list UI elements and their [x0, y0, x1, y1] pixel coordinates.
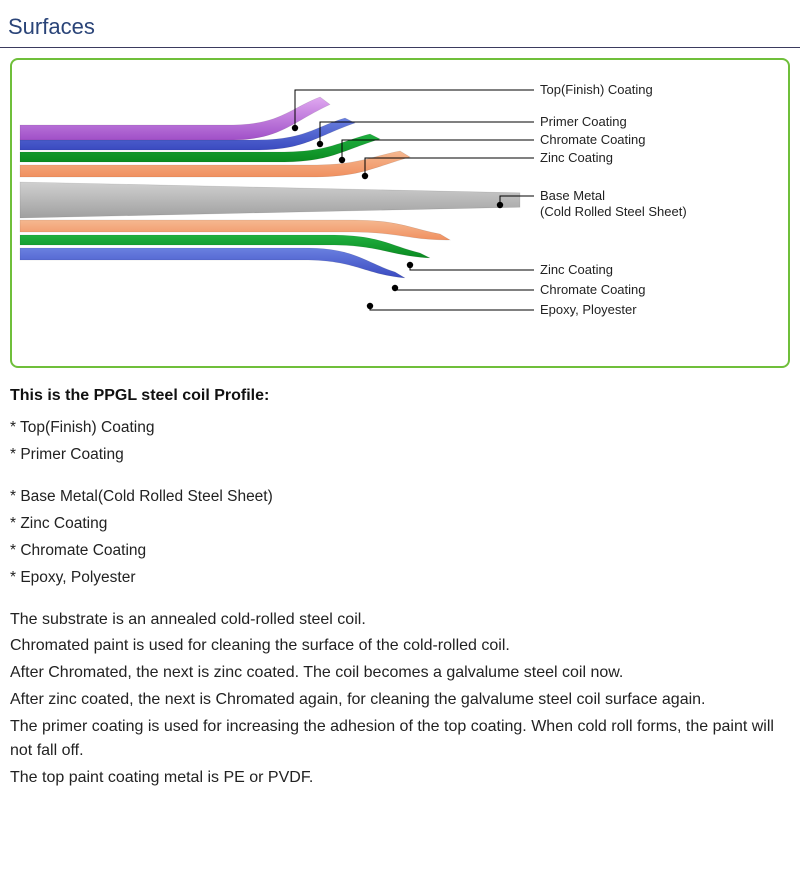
- layer-label: Epoxy, Ployester: [540, 302, 637, 317]
- leader-line: [370, 306, 534, 310]
- leader-line: [410, 265, 534, 270]
- description-line: Chromated paint is used for cleaning the…: [10, 634, 790, 659]
- layer-label: Zinc Coating: [540, 150, 613, 165]
- profile-item: * Base Metal(Cold Rolled Steel Sheet): [10, 485, 790, 508]
- layers-diagram: Top(Finish) Coating Primer Coating Chromat…: [16, 70, 784, 360]
- layer-epoxy-bot: [20, 248, 405, 278]
- description-line: The substrate is an annealed cold-rolled…: [10, 608, 790, 633]
- description-line: After zinc coated, the next is Chromated…: [10, 688, 790, 713]
- section-title: Surfaces: [0, 0, 800, 47]
- description-line: The primer coating is used for increasin…: [10, 715, 790, 765]
- layers-diagram-frame: Top(Finish) Coating Primer Coating Chromat…: [10, 58, 790, 368]
- description-line: The top paint coating metal is PE or PVD…: [10, 766, 790, 791]
- profile-item: * Epoxy, Polyester: [10, 566, 790, 589]
- profile-heading: This is the PPGL steel coil Profile:: [10, 384, 790, 408]
- layer-label: Primer Coating: [540, 114, 627, 129]
- layer-label: Top(Finish) Coating: [540, 82, 653, 97]
- layer-label: Base Metal: [540, 188, 605, 203]
- layer-label: Chromate Coating: [540, 282, 646, 297]
- leader-line: [342, 140, 534, 160]
- section-rule: [0, 47, 800, 48]
- layer-base-metal: [20, 182, 520, 218]
- layer-label: Chromate Coating: [540, 132, 646, 147]
- profile-item: * Chromate Coating: [10, 539, 790, 562]
- layer-top-finish-top: [20, 97, 330, 140]
- profile-list: * Top(Finish) Coating * Primer Coating *…: [10, 416, 790, 590]
- profile-item: * Top(Finish) Coating: [10, 416, 790, 439]
- leader-line: [395, 288, 534, 290]
- profile-item: * Zinc Coating: [10, 512, 790, 535]
- description-block: The substrate is an annealed cold-rolled…: [10, 608, 790, 792]
- description-line: After Chromated, the next is zinc coated…: [10, 661, 790, 686]
- profile-item: * Primer Coating: [10, 443, 790, 466]
- layer-label: Zinc Coating: [540, 262, 613, 277]
- layer-label: (Cold Rolled Steel Sheet): [540, 204, 687, 219]
